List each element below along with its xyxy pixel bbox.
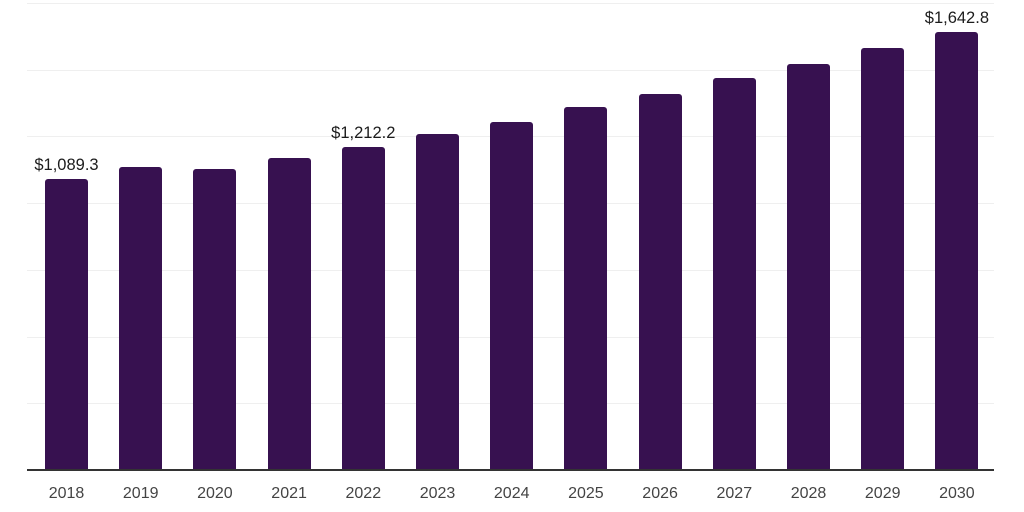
gridline bbox=[27, 3, 994, 4]
bar-value-label-2018: $1,089.3 bbox=[34, 156, 99, 175]
x-tick-label-2022: 2022 bbox=[345, 485, 382, 502]
x-tick-label-2030: 2030 bbox=[939, 485, 975, 502]
x-tick-label-2020: 2020 bbox=[197, 485, 233, 502]
x-tick-label-2024: 2024 bbox=[493, 485, 530, 502]
bar-2024[interactable] bbox=[490, 121, 534, 470]
x-tick-label-2026: 2026 bbox=[642, 485, 678, 502]
x-tick-label-2029: 2029 bbox=[864, 485, 901, 502]
bar-2019[interactable] bbox=[119, 166, 163, 470]
bar-2018[interactable] bbox=[45, 179, 88, 470]
bar-2028[interactable] bbox=[787, 64, 830, 470]
x-tick-label-2021: 2021 bbox=[271, 485, 307, 502]
x-tick-label-2018: 2018 bbox=[48, 485, 85, 502]
bar-2023[interactable] bbox=[416, 133, 459, 470]
plot-area: $1,089.3 $1,212.2 $1,642.8 bbox=[27, 3, 994, 471]
bar-2029[interactable] bbox=[861, 47, 905, 470]
bar-value-label-2030: $1,642.8 bbox=[924, 8, 989, 27]
bar-2025[interactable] bbox=[564, 107, 608, 470]
bar-2022[interactable] bbox=[341, 146, 385, 470]
x-tick-label-2023: 2023 bbox=[419, 485, 456, 502]
x-axis-line bbox=[27, 469, 994, 471]
x-tick-label-2019: 2019 bbox=[122, 485, 159, 502]
bar-2021[interactable] bbox=[267, 158, 311, 470]
bar-2027[interactable] bbox=[712, 78, 756, 470]
x-tick-label-2028: 2028 bbox=[790, 485, 827, 502]
x-tick-label-2025: 2025 bbox=[568, 485, 604, 502]
bar-2026[interactable] bbox=[638, 94, 682, 470]
x-tick-label-2027: 2027 bbox=[716, 485, 753, 502]
bar-value-label-2022: $1,212.2 bbox=[331, 123, 396, 142]
bar-2030[interactable] bbox=[935, 31, 979, 470]
bar-2020[interactable] bbox=[193, 168, 237, 470]
gridline bbox=[27, 69, 994, 71]
